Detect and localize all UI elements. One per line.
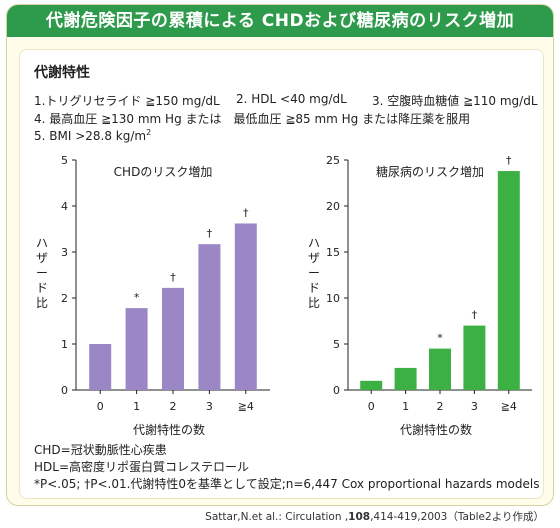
chart2-y-tick-label: 10 [326,292,340,305]
footnotes: CHD=冠状動脈性心疾患 HDL=高密度リポ蛋白質コレステロール *P<.05;… [34,442,539,493]
chart2-y-tick-label: 0 [333,384,340,397]
note-significance: *P<.05; †P<.01.代謝特性0を基準として設定;n=6,447 Cox… [34,477,540,491]
citation-volume: 108 [348,511,371,523]
chart1-bar [89,344,112,390]
note-hdl: HDL=高密度リポ蛋白質コレステロール [34,460,250,474]
chart1-significance-mark: † [170,271,176,284]
chart1-significance-mark: † [243,206,249,219]
chart1-x-tick-label: 3 [206,400,213,413]
chart1-bar [234,223,257,390]
chart1-y-tick-label: 1 [61,338,68,351]
chart1-y-tick-label: 0 [61,384,68,397]
citation: Sattar,N.et al.: Circulation ,108,414-41… [205,509,544,524]
chart1-x-tick-label: 2 [170,400,177,413]
chart2-x-tick-label: ≧4 [501,400,517,413]
chart1-x-tick-label: ≧4 [238,400,254,413]
chart2-significance-mark: † [472,309,478,322]
chart2-significance-mark: * [437,332,443,345]
chart1-x-axis-label: 代謝特性の数 [133,422,205,437]
chart2-bar [497,171,520,390]
chart1-bar [198,244,221,390]
chart2-x-tick-label: 3 [471,400,478,413]
content-panel: 代謝特性 1.トリグリセライド ≧150 mg/dL 2. HDL <40 mg… [19,49,544,499]
figure-frame: 代謝危険因子の累積による CHDおよび糖尿病のリスク増加 代謝特性 1.トリグリ… [6,4,554,506]
note-chd: CHD=冠状動脈性心疾患 [34,443,167,457]
citation-prefix: Sattar,N.et al.: Circulation , [205,511,349,523]
criterion-1: 1.トリグリセライド ≧150 mg/dL [34,94,220,108]
chart2-bar [463,325,486,390]
chart2-y-tick-label: 5 [333,338,340,351]
chart2-y-axis-label: ハザード比 [308,236,320,310]
chart1-bar [162,287,184,390]
criterion-2: 2. HDL <40 mg/dL [236,92,347,106]
chart1-significance-mark: † [207,227,213,240]
criterion-5: 5. BMI >28.8 kg/m2 [34,128,151,143]
chart2-significance-mark: † [506,154,512,167]
chart1-bar [125,308,148,390]
chart1-title: CHDのリスク増加 [114,165,213,179]
chart2-y-tick-label: 25 [326,154,340,167]
criterion-5-exponent: 2 [146,128,152,137]
criterion-4: 4. 最高血圧 ≧130 mm Hg または 最低血圧 ≧85 mm Hg また… [34,112,471,126]
chart1-x-tick-label: 1 [133,400,140,413]
chart2-x-axis-label: 代謝特性の数 [400,422,472,437]
chart2-y-tick-label: 15 [326,246,340,259]
figure-title: 代謝危険因子の累積による CHDおよび糖尿病のリスク増加 [7,5,553,37]
chart1-y-tick-label: 4 [61,200,68,213]
chart1-x-tick-label: 0 [97,400,104,413]
chart2-x-tick-label: 2 [437,400,444,413]
chart2-bar [394,367,417,390]
criteria-heading: 代謝特性 [34,65,90,81]
chart2-y-tick-label: 20 [326,200,340,213]
citation-suffix: ,414-419,2003（Table2より作成） [370,511,544,523]
criterion-3: 3. 空腹時血糖値 ≧110 mg/dL [372,94,538,108]
chart1-y-tick-label: 2 [61,292,68,305]
chart2-bar [429,348,451,390]
chart2-x-tick-label: 0 [368,400,375,413]
chart1-y-tick-label: 5 [61,154,68,167]
chart2-x-tick-label: 1 [402,400,409,413]
chart1-y-axis-label: ハザード比 [36,236,48,310]
chart1-y-tick-label: 3 [61,246,68,259]
chart2-bar [360,380,383,390]
chart1-significance-mark: * [134,291,140,304]
criterion-5-text: 5. BMI >28.8 kg/m [34,129,147,143]
chart2-title: 糖尿病のリスク増加 [376,164,484,179]
